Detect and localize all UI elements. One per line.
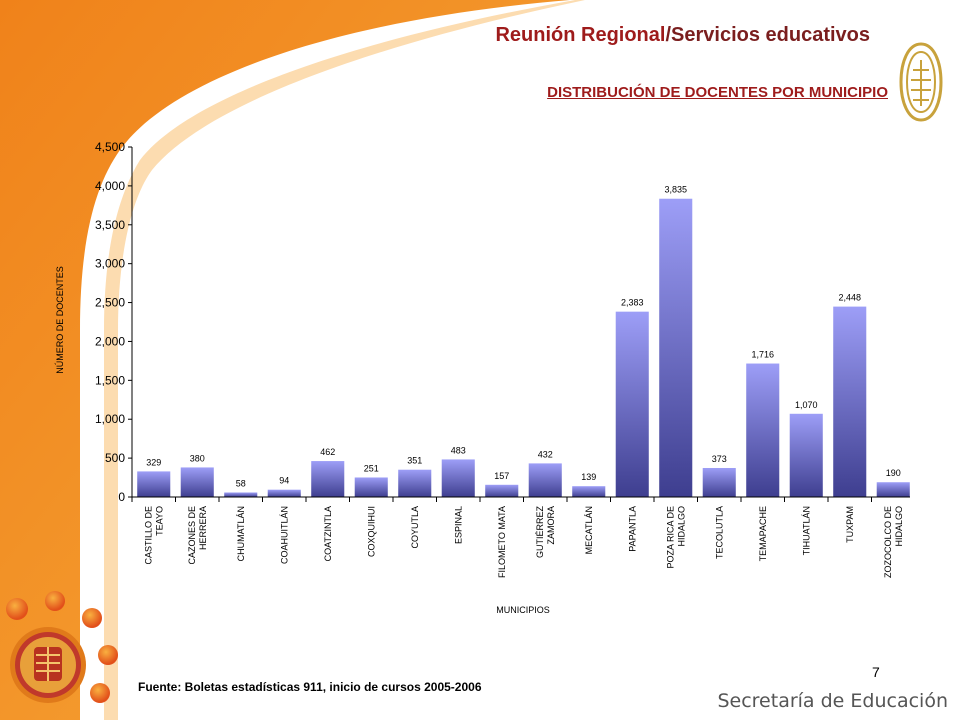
bar-value-label: 1,070	[795, 400, 818, 410]
bar-value-label: 1,716	[751, 350, 774, 360]
x-tick-label: CAZONES DEHERRERA	[187, 506, 208, 565]
x-tick-label: CHUMATLÁN	[236, 506, 246, 561]
bar	[789, 413, 823, 497]
x-tick-label: FILOMETO MATA	[497, 506, 507, 578]
x-axis: CASTILLO DETEAYO CAZONES DEHERRERA CHUMATL…	[131, 496, 910, 578]
bar-chart: 0 500 1,000 1,500 2,000 2,500 3,000 3,500 4,000 4…	[55, 140, 910, 615]
bar-value-label: 373	[712, 454, 727, 464]
bar	[224, 492, 258, 497]
bar	[746, 363, 780, 497]
bar	[528, 463, 562, 497]
bar-value-label: 351	[407, 456, 422, 466]
chart-heading: DISTRIBUCIÓN DE DOCENTES POR MUNICIPIO	[547, 84, 888, 101]
decorative-dots	[6, 591, 118, 703]
x-tick-label: COAHUITLÁN	[279, 506, 289, 564]
x-tick-label: GUTIÉRREZZAMORA	[535, 506, 556, 559]
x-tick-label: TECOLUTLA	[714, 506, 724, 559]
x-tick-label: COYUTLA	[410, 506, 420, 549]
page-number: 7	[872, 664, 880, 680]
x-tick-label: TEMAPACHE	[758, 506, 768, 561]
y-axis: 0 500 1,000 1,500 2,000 2,500 3,000 3,500 4,000 4…	[95, 140, 133, 504]
bar-value-label: 380	[190, 453, 205, 463]
bar-value-label: 58	[236, 478, 246, 488]
bar-value-label: 462	[320, 447, 335, 457]
x-tick-label: POZA RICA DEHIDALGO	[665, 506, 686, 569]
bar	[572, 486, 606, 497]
y-tick-label: 0	[118, 490, 125, 504]
source-note: Fuente: Boletas estadísticas 911, inicio…	[138, 680, 482, 694]
y-tick-label: 1,500	[95, 373, 125, 387]
x-tick-label: ZOZOCOLCO DEHIDALGO	[883, 506, 904, 578]
bar-value-label: 94	[279, 476, 289, 486]
bar	[354, 477, 388, 497]
x-tick-label: ESPINAL	[453, 506, 463, 544]
y-axis-label: NÚMERO DE DOCENTES	[55, 266, 65, 374]
x-tick-label: TUXPAM	[845, 506, 855, 543]
y-tick-label: 1,000	[95, 412, 125, 426]
state-seal-icon	[10, 627, 86, 703]
bar-value-label: 483	[451, 445, 466, 455]
bar	[398, 469, 432, 497]
bar	[441, 459, 475, 497]
bar-value-label: 157	[494, 471, 509, 481]
y-tick-label: 2,000	[95, 334, 125, 348]
x-tick-label: CASTILLO DETEAYO	[143, 506, 164, 565]
bar-value-label: 2,383	[621, 298, 644, 308]
x-tick-label: COXQUIHUI	[366, 506, 376, 557]
x-tick-label: MECATLÁN	[584, 506, 594, 554]
x-axis-label: MUNICIPIOS	[496, 605, 550, 615]
org-name: Secretaría de Educación	[717, 690, 948, 712]
bar-value-label: 190	[886, 468, 901, 478]
bar-value-label: 3,835	[664, 185, 687, 195]
bar	[137, 471, 171, 497]
bar	[876, 482, 910, 497]
bar-value-label: 251	[364, 463, 379, 473]
y-tick-label: 3,500	[95, 218, 125, 232]
x-tick-label: COATZINTLA	[323, 506, 333, 561]
bar	[180, 467, 214, 497]
x-tick-label: PAPANTLA	[627, 506, 637, 552]
y-tick-label: 3,000	[95, 257, 125, 271]
y-tick-label: 500	[105, 451, 125, 465]
title-main: Reunión Regional	[495, 24, 666, 46]
bar-value-label: 432	[538, 449, 553, 459]
emblem-icon	[899, 42, 943, 122]
bar-value-label: 2,448	[838, 293, 861, 303]
bar	[833, 306, 867, 497]
title-sub: Servicios educativos	[671, 24, 870, 46]
bar-value-label: 139	[581, 472, 596, 482]
y-tick-label: 2,500	[95, 296, 125, 310]
bar	[311, 461, 345, 497]
bar-value-label: 329	[146, 457, 161, 467]
y-tick-label: 4,000	[95, 179, 125, 193]
x-tick-label: TIHUATLÁN	[801, 506, 811, 555]
bar	[702, 467, 736, 497]
bars: 329 380 58 94 462 251 351 483 157 432 139 2,383 3,83…	[137, 185, 910, 497]
bar	[659, 198, 693, 497]
y-tick-label: 4,500	[95, 140, 125, 154]
bar	[267, 489, 301, 497]
bar	[485, 484, 519, 497]
title-separator: /	[665, 24, 672, 46]
presentation-title: Reunión Regional/Servicios educativos	[495, 24, 870, 47]
bar	[615, 311, 649, 497]
